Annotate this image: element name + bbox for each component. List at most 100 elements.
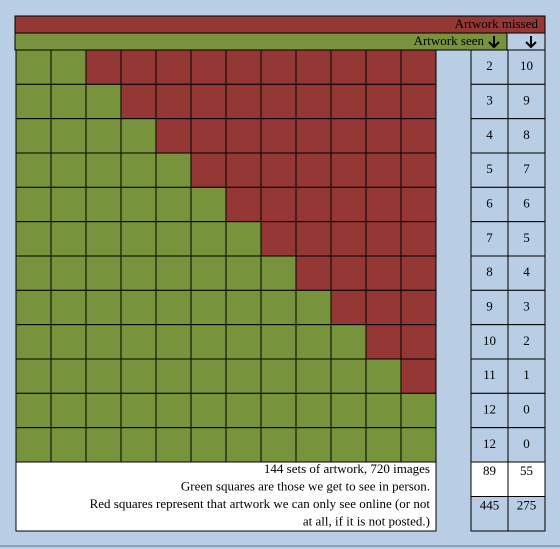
seen-square — [15, 221, 52, 257]
count-cell — [470, 289, 509, 326]
seen-square — [50, 324, 87, 360]
missed-square — [400, 324, 437, 360]
seen-count: 8 — [486, 264, 493, 279]
missed-square — [295, 83, 332, 120]
seen-square — [330, 392, 367, 429]
seen-square — [330, 358, 367, 394]
missed-square — [190, 152, 227, 188]
count-cell — [470, 118, 509, 154]
seen-square — [50, 118, 87, 154]
missed-square — [330, 186, 367, 223]
seen-square — [15, 83, 52, 120]
seen-square — [330, 427, 367, 463]
seen-square — [120, 221, 157, 257]
missed-square — [190, 83, 227, 120]
missed-square — [225, 118, 262, 154]
missed-count: 3 — [523, 298, 530, 313]
total-cell — [507, 461, 546, 497]
seen-square — [260, 358, 297, 394]
missed-square — [260, 118, 297, 154]
missed-square — [295, 221, 332, 257]
seen-square — [120, 392, 157, 429]
missed-square — [120, 49, 157, 85]
note-line: 144 sets of artwork, 720 images — [264, 461, 430, 476]
missed-count: 0 — [523, 436, 530, 451]
count-cell — [507, 392, 546, 429]
seen-square — [85, 324, 122, 360]
missed-square — [330, 83, 367, 120]
missed-count: 8 — [523, 127, 530, 142]
missed-square — [365, 49, 402, 85]
missed-square — [225, 186, 262, 223]
missed-square — [400, 83, 437, 120]
seen-square — [50, 427, 87, 463]
seen-square — [190, 324, 227, 360]
missed-square — [400, 152, 437, 188]
seen-square — [295, 289, 332, 326]
seen-square — [260, 392, 297, 429]
missed-square — [295, 152, 332, 188]
seen-square — [260, 289, 297, 326]
seen-count: 12 — [483, 436, 496, 451]
seen-square — [85, 152, 122, 188]
seen-square — [50, 221, 87, 257]
seen-square — [15, 358, 52, 394]
count-cell — [507, 221, 546, 257]
missed-square — [295, 49, 332, 85]
note-line: at all, if it is not posted.) — [303, 513, 430, 528]
note-line: Green squares are those we get to see in… — [181, 478, 430, 493]
seen-square — [50, 358, 87, 394]
missed-count: 0 — [523, 401, 530, 416]
seen-total: 89 — [483, 463, 496, 478]
missed-square — [155, 49, 192, 85]
missed-square — [400, 49, 437, 85]
missed-square — [400, 221, 437, 257]
seen-square — [365, 358, 402, 394]
missed-square — [400, 255, 437, 291]
seen-square — [190, 255, 227, 291]
seen-count: 12 — [483, 401, 496, 416]
seen-square — [15, 118, 52, 154]
missed-count: 4 — [523, 264, 530, 279]
arrow-cell — [506, 32, 546, 51]
missed-square — [225, 49, 262, 85]
missed-square — [365, 118, 402, 154]
count-cell — [507, 255, 546, 291]
missed-square — [295, 186, 332, 223]
total-cell — [507, 496, 546, 532]
missed-square — [365, 83, 402, 120]
seen-count: 3 — [486, 92, 493, 107]
seen-square — [50, 186, 87, 223]
seen-square — [330, 324, 367, 360]
seen-square — [120, 255, 157, 291]
count-cell — [507, 118, 546, 154]
seen-square — [15, 255, 52, 291]
seen-count: 6 — [486, 195, 493, 210]
seen-square — [85, 358, 122, 394]
count-cell — [507, 358, 546, 394]
seen-square — [190, 358, 227, 394]
seen-square — [120, 427, 157, 463]
missed-square — [365, 324, 402, 360]
arrow-icon — [488, 36, 500, 49]
seen-square — [260, 255, 297, 291]
seen-square — [15, 427, 52, 463]
count-cell — [470, 427, 509, 463]
seen-square — [120, 152, 157, 188]
seen-square — [85, 427, 122, 463]
seen-square — [85, 118, 122, 154]
seen-square — [260, 427, 297, 463]
missed-square — [365, 186, 402, 223]
seen-square — [50, 152, 87, 188]
seen-square — [365, 427, 402, 463]
seen-square — [15, 289, 52, 326]
seen-square — [295, 358, 332, 394]
seen-count: 4 — [486, 127, 493, 142]
missed-square — [330, 49, 367, 85]
count-cell — [507, 83, 546, 120]
seen-square — [295, 324, 332, 360]
seen-square — [85, 289, 122, 326]
notes-box — [15, 461, 437, 532]
seen-square — [85, 255, 122, 291]
seen-square — [400, 427, 437, 463]
